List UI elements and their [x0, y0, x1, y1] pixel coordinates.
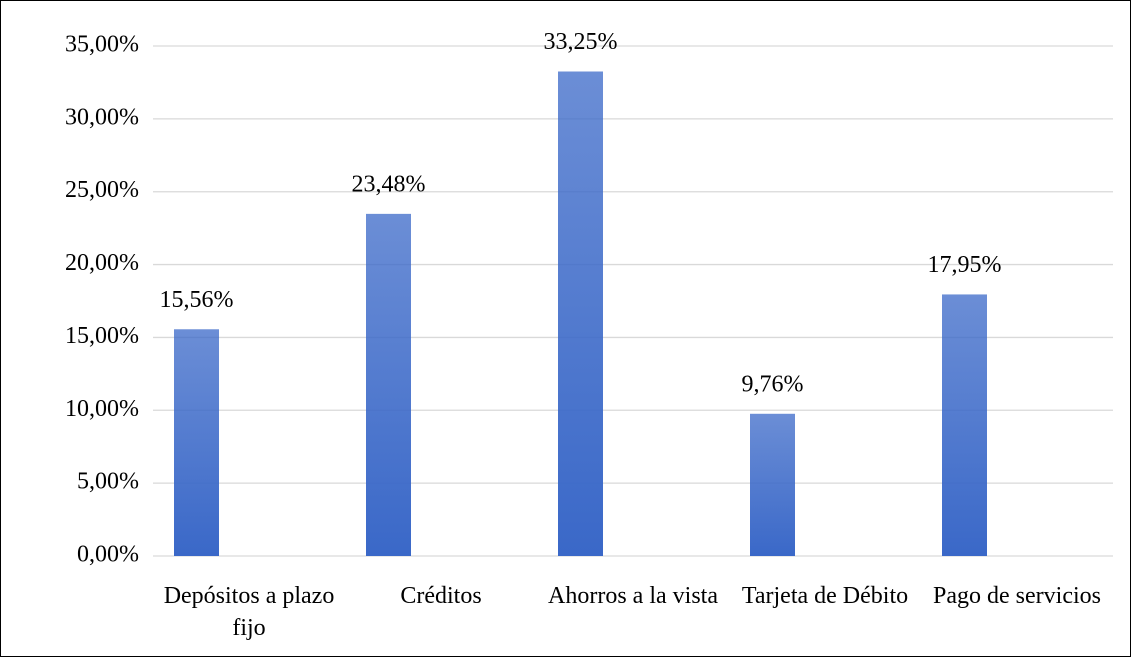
- bar: [750, 413, 795, 556]
- value-label: 9,76%: [742, 371, 804, 397]
- y-tick-label: 15,00%: [65, 323, 139, 349]
- y-tick-label: 35,00%: [65, 32, 139, 58]
- value-label: 15,56%: [160, 287, 234, 313]
- x-tick-label: Créditos: [400, 583, 482, 609]
- y-tick-label: 0,00%: [77, 542, 139, 568]
- value-label: 17,95%: [928, 252, 1002, 278]
- y-tick-label: 5,00%: [77, 469, 139, 495]
- x-tick-label: Pago de servicios: [933, 583, 1101, 609]
- y-tick-label: 20,00%: [65, 250, 139, 276]
- x-tick-label: Tarjeta de Débito: [741, 583, 909, 609]
- y-tick-label: 30,00%: [65, 104, 139, 130]
- y-tick-label: 10,00%: [65, 396, 139, 422]
- x-tick-label: Ahorros a la vista: [548, 583, 718, 609]
- y-tick-label: 25,00%: [65, 177, 139, 203]
- value-label: 33,25%: [544, 29, 618, 55]
- bar: [942, 294, 987, 556]
- bar: [558, 71, 603, 556]
- bar: [174, 329, 219, 556]
- value-label: 23,48%: [352, 171, 426, 197]
- x-tick-label: Depósitos a plazo fijo: [163, 583, 335, 641]
- bar: [366, 213, 411, 556]
